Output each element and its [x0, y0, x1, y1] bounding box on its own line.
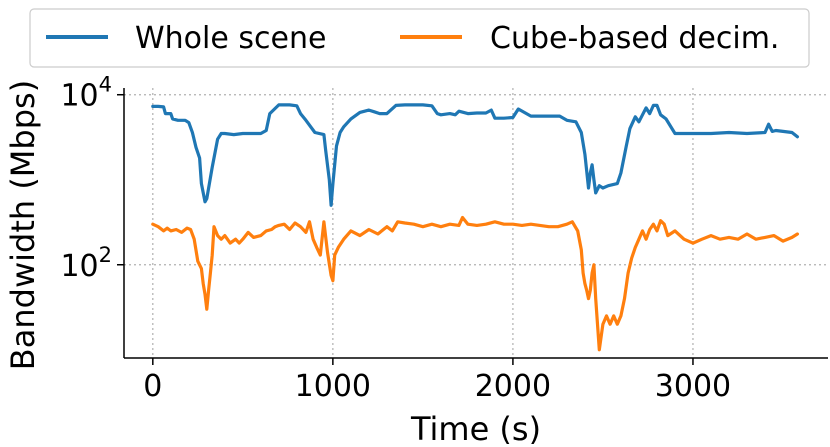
- y-tick-label: 104: [60, 73, 112, 114]
- x-tick-label: 3000: [655, 369, 731, 404]
- x-tick-label: 1000: [295, 369, 371, 404]
- legend-label-cube-based: Cube-based decim.: [490, 21, 779, 56]
- legend: Whole scene Cube-based decim.: [29, 8, 810, 68]
- ticks: 0 1000 2000 3000 102 104: [60, 73, 731, 404]
- legend-label-whole-scene: Whole scene: [135, 21, 326, 56]
- x-tick-label: 0: [143, 369, 162, 404]
- series-line-cube-based-decim: [151, 215, 800, 352]
- series-lines: [151, 103, 800, 352]
- y-axis-title: Bandwidth (Mbps): [4, 80, 42, 370]
- y-tick-label: 102: [60, 243, 112, 284]
- axes: [123, 88, 828, 359]
- x-axis-title: Time (s): [410, 410, 541, 447]
- series-line-whole-scene: [151, 103, 800, 207]
- grid: [124, 88, 828, 358]
- x-tick-label: 2000: [475, 369, 551, 404]
